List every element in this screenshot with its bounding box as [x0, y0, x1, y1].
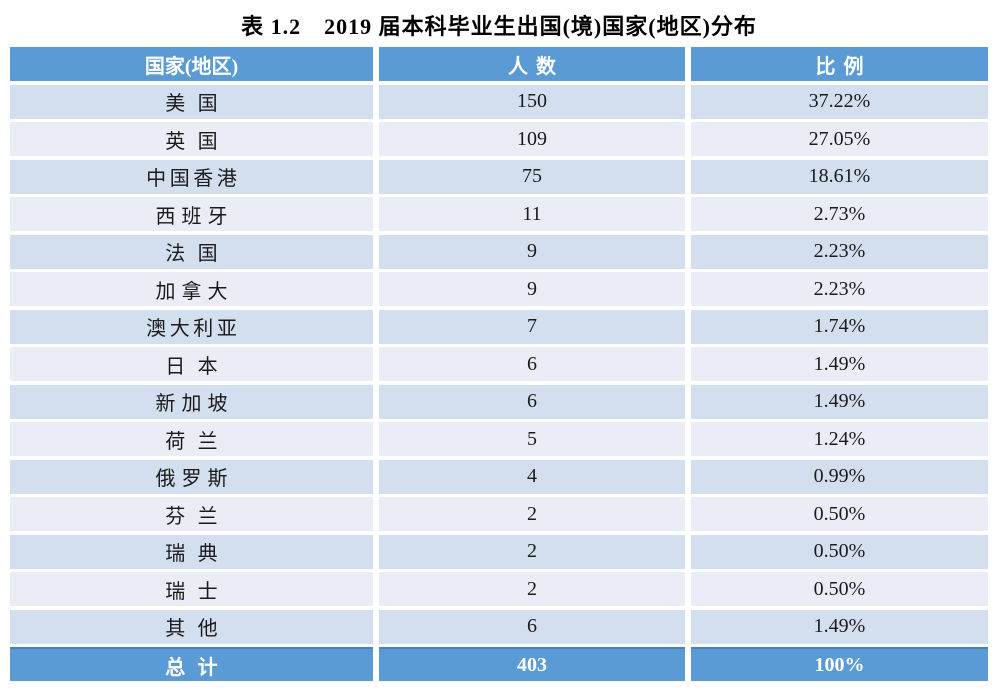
cell-count: 11 — [379, 197, 685, 231]
cell-percentage: 1.49% — [691, 609, 988, 644]
table-row: 法国 9 2.23% — [10, 234, 988, 269]
cell-count: 75 — [379, 159, 685, 194]
table-row: 俄罗斯 4 0.99% — [10, 459, 988, 494]
header-count: 人数 — [379, 47, 685, 81]
cell-count: 2 — [379, 497, 685, 531]
cell-country: 瑞士 — [10, 572, 373, 606]
table-row: 英国 109 27.05% — [10, 122, 988, 156]
table-row: 中国香港 75 18.61% — [10, 159, 988, 194]
cell-percentage: 0.50% — [691, 534, 988, 569]
table-row: 瑞士 2 0.50% — [10, 572, 988, 606]
header-percentage: 比例 — [691, 47, 988, 81]
cell-count: 2 — [379, 572, 685, 606]
table-header-row: 国家(地区) 人数 比例 — [10, 47, 988, 81]
cell-percentage: 1.74% — [691, 309, 988, 344]
cell-percentage: 2.23% — [691, 234, 988, 269]
cell-country: 芬兰 — [10, 497, 373, 531]
cell-percentage: 0.99% — [691, 459, 988, 494]
cell-country: 美国 — [10, 84, 373, 119]
table-row: 日本 6 1.49% — [10, 347, 988, 381]
cell-count: 150 — [379, 84, 685, 119]
total-count: 403 — [379, 647, 685, 681]
cell-country: 日本 — [10, 347, 373, 381]
cell-percentage: 2.23% — [691, 272, 988, 306]
cell-percentage: 2.73% — [691, 197, 988, 231]
cell-country: 俄罗斯 — [10, 459, 373, 494]
header-country-region: 国家(地区) — [10, 47, 373, 81]
cell-percentage: 1.24% — [691, 422, 988, 456]
cell-count: 6 — [379, 384, 685, 419]
cell-country: 加拿大 — [10, 272, 373, 306]
cell-country: 荷兰 — [10, 422, 373, 456]
total-label: 总计 — [10, 647, 373, 681]
cell-count: 2 — [379, 534, 685, 569]
cell-count: 5 — [379, 422, 685, 456]
cell-country: 其他 — [10, 609, 373, 644]
cell-percentage: 27.05% — [691, 122, 988, 156]
cell-country: 英国 — [10, 122, 373, 156]
cell-percentage: 1.49% — [691, 347, 988, 381]
cell-percentage: 0.50% — [691, 497, 988, 531]
cell-country: 新加坡 — [10, 384, 373, 419]
cell-count: 7 — [379, 309, 685, 344]
total-percentage: 100% — [691, 647, 988, 681]
cell-percentage: 1.49% — [691, 384, 988, 419]
table-row: 澳大利亚 7 1.74% — [10, 309, 988, 344]
cell-count: 4 — [379, 459, 685, 494]
table-row: 芬兰 2 0.50% — [10, 497, 988, 531]
cell-country: 中国香港 — [10, 159, 373, 194]
cell-count: 9 — [379, 234, 685, 269]
table-row: 西班牙 11 2.73% — [10, 197, 988, 231]
cell-percentage: 37.22% — [691, 84, 988, 119]
abroad-distribution-table: 国家(地区) 人数 比例 美国 150 37.22% 英国 109 27.05%… — [10, 47, 988, 681]
table-row: 新加坡 6 1.49% — [10, 384, 988, 419]
cell-country: 西班牙 — [10, 197, 373, 231]
cell-country: 法国 — [10, 234, 373, 269]
table-row: 瑞典 2 0.50% — [10, 534, 988, 569]
table-row: 美国 150 37.22% — [10, 84, 988, 119]
table-caption: 表 1.2 2019 届本科毕业生出国(境)国家(地区)分布 — [241, 14, 757, 39]
cell-count: 6 — [379, 609, 685, 644]
table-row: 荷兰 5 1.24% — [10, 422, 988, 456]
cell-country: 澳大利亚 — [10, 309, 373, 344]
table-total-row: 总计 403 100% — [10, 647, 988, 681]
cell-percentage: 0.50% — [691, 572, 988, 606]
cell-count: 6 — [379, 347, 685, 381]
cell-count: 109 — [379, 122, 685, 156]
table-row: 加拿大 9 2.23% — [10, 272, 988, 306]
cell-count: 9 — [379, 272, 685, 306]
cell-percentage: 18.61% — [691, 159, 988, 194]
cell-country: 瑞典 — [10, 534, 373, 569]
table-row: 其他 6 1.49% — [10, 609, 988, 644]
